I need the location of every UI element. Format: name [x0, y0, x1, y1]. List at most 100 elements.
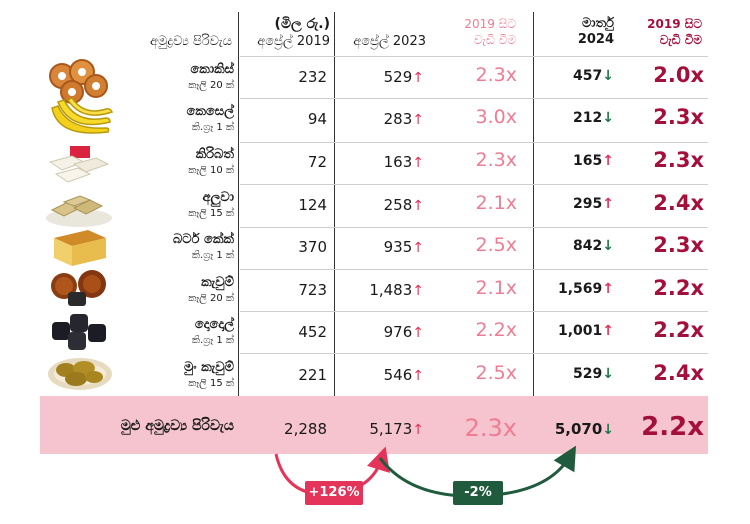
header-apr2023: අප්‍රේල් 2023 — [353, 34, 426, 49]
item-name: කැවුම් — [201, 275, 234, 290]
value-apr2023: 546↑ — [383, 366, 424, 384]
value-apr2023: 529↑ — [383, 68, 424, 86]
arrow-up-icon: ↑ — [412, 155, 424, 171]
value-apr2019: 124 — [298, 196, 327, 214]
col-separator-1 — [238, 12, 239, 454]
change-badge-126: +126% — [305, 481, 363, 505]
change-badge-minus2: -2% — [453, 481, 503, 505]
ratio-2024: 2.0x — [653, 63, 704, 87]
ratio-2023: 2.2x — [475, 319, 517, 341]
ratio-2024: 2.4x — [653, 361, 704, 385]
item-unit: කි.ග්‍රෑ 1 ක් — [191, 250, 234, 261]
total-apr2019: 2,288 — [284, 420, 327, 438]
arrow-up-icon: ↑ — [412, 325, 424, 341]
arrow-down-icon: ↓ — [602, 366, 614, 382]
value-mar2024: 165↑ — [573, 153, 614, 169]
ratio-2024: 2.3x — [653, 148, 704, 172]
item-name: කොකිස් — [190, 62, 234, 77]
item-name: දොදොල් — [194, 317, 234, 332]
item-name: කිරිබත් — [195, 147, 234, 162]
ratio-2023: 2.3x — [475, 64, 517, 86]
ratio-2023: 2.3x — [475, 149, 517, 171]
ratio-2024: 2.3x — [653, 233, 704, 257]
arrow-up-icon: ↑ — [412, 422, 424, 438]
value-mar2024: 842↓ — [573, 238, 614, 254]
total-band — [40, 396, 708, 454]
col-separator-3 — [533, 12, 534, 454]
value-apr2019: 94 — [307, 110, 327, 128]
value-mar2024: 295↑ — [573, 196, 614, 212]
header-growth-light: 2019 සිට වැඩි වීම — [464, 17, 516, 47]
total-name: මුළු අමුද්‍රව්‍ය පිරිවැය — [120, 418, 234, 434]
ratio-2023: 2.1x — [475, 277, 517, 299]
arrow-up-icon: ↑ — [602, 323, 614, 339]
dodol-icon — [52, 314, 106, 350]
arrow-up-icon: ↑ — [412, 112, 424, 128]
ratio-2023: 2.5x — [475, 362, 517, 384]
header-growth-dark: 2019 සිට වැඩි වීම — [647, 17, 702, 47]
row-separator — [240, 142, 708, 143]
table-row: කැවුම් කෑලි 20 ක් 723 1,483↑ 2.1x 1,569↑… — [0, 271, 750, 311]
kokis-icon — [49, 59, 108, 104]
ratio-2024: 2.2x — [653, 318, 704, 342]
value-apr2023: 283↑ — [383, 110, 424, 128]
arrow-down-icon: ↓ — [602, 68, 614, 84]
value-mar2024: 212↓ — [573, 110, 614, 126]
value-apr2019: 72 — [307, 153, 327, 171]
total-apr2023: 5,173↑ — [369, 420, 424, 438]
kavum-icon — [51, 270, 106, 306]
arrow-up-icon: ↑ — [412, 198, 424, 214]
arrow-up-icon: ↑ — [412, 240, 424, 256]
row-separator — [240, 184, 708, 185]
header-item-col: අමුද්‍රව්‍ය පිරිවැය — [149, 34, 232, 49]
ratio-2023: 2.5x — [475, 234, 517, 256]
header-mar2024: මාර්තු 2024 — [577, 16, 614, 47]
total-mar2024: 5,070↓ — [554, 420, 614, 438]
item-unit: කෑලි 10 ක් — [188, 165, 234, 176]
arrow-up-icon: ↑ — [412, 283, 424, 299]
arrow-up-icon: ↑ — [412, 368, 424, 384]
aluwa-icon — [46, 195, 112, 227]
item-unit: කි.ග්‍රෑ 1 ක් — [191, 122, 234, 133]
item-unit: කි.ග්‍රෑ 1 ක් — [191, 335, 234, 346]
header-unit-note: (මිල රු.) — [274, 16, 330, 32]
value-apr2023: 1,483↑ — [369, 281, 424, 299]
value-apr2019: 452 — [298, 323, 327, 341]
row-separator — [240, 353, 708, 354]
value-mar2024: 1,569↑ — [557, 281, 614, 297]
value-mar2024: 1,001↑ — [557, 323, 614, 339]
value-apr2023: 258↑ — [383, 196, 424, 214]
total-row: මුළු අමුද්‍රව්‍ය පිරිවැය 2,288 5,173↑ 2.… — [0, 400, 750, 452]
value-apr2019: 370 — [298, 238, 327, 256]
item-name: කෙසෙල් — [186, 104, 234, 119]
item-name: බටර් කේක් — [173, 232, 234, 247]
ratio-2024: 2.4x — [653, 191, 704, 215]
value-apr2023: 976↑ — [383, 323, 424, 341]
table-row: බටර් කේක් කි.ග්‍රෑ 1 ක් 370 935↑ 2.5x 84… — [0, 228, 750, 268]
ratio-2024: 2.3x — [653, 105, 704, 129]
col-separator-2 — [334, 12, 335, 454]
item-unit: කෑලි 20 ක් — [188, 293, 234, 304]
arrow-up-icon: ↑ — [602, 196, 614, 212]
value-apr2019: 723 — [298, 281, 327, 299]
ratio-2023: 2.1x — [475, 192, 517, 214]
kiribath-icon — [48, 146, 110, 183]
row-separator — [240, 269, 708, 270]
arrow-down-icon: ↓ — [602, 110, 614, 126]
arrow-up-icon: ↑ — [602, 153, 614, 169]
table-row: කොකිස් කෑලි 20 ක් 232 529↑ 2.3x 457↓ 2.0… — [0, 58, 750, 98]
total-ratio-2023: 2.3x — [464, 414, 517, 442]
arrow-down-icon: ↓ — [602, 238, 614, 254]
item-unit: කෑලි 20 ක් — [188, 80, 234, 91]
ratio-2024: 2.2x — [653, 276, 704, 300]
table-row: කිරිබත් කෑලි 10 ක් 72 163↑ 2.3x 165↑ 2.3… — [0, 143, 750, 183]
item-unit: කෑලි 15 ක් — [188, 208, 234, 219]
arrow-down-icon: ↓ — [602, 422, 614, 438]
row-separator — [240, 56, 708, 57]
value-apr2019: 232 — [298, 68, 327, 86]
item-name: අලුවා — [202, 190, 234, 205]
item-unit: කෑලි 15 ක් — [188, 378, 234, 389]
mung-kavum-icon — [48, 358, 112, 390]
value-mar2024: 457↓ — [573, 68, 614, 84]
total-ratio-2024: 2.2x — [641, 412, 704, 442]
